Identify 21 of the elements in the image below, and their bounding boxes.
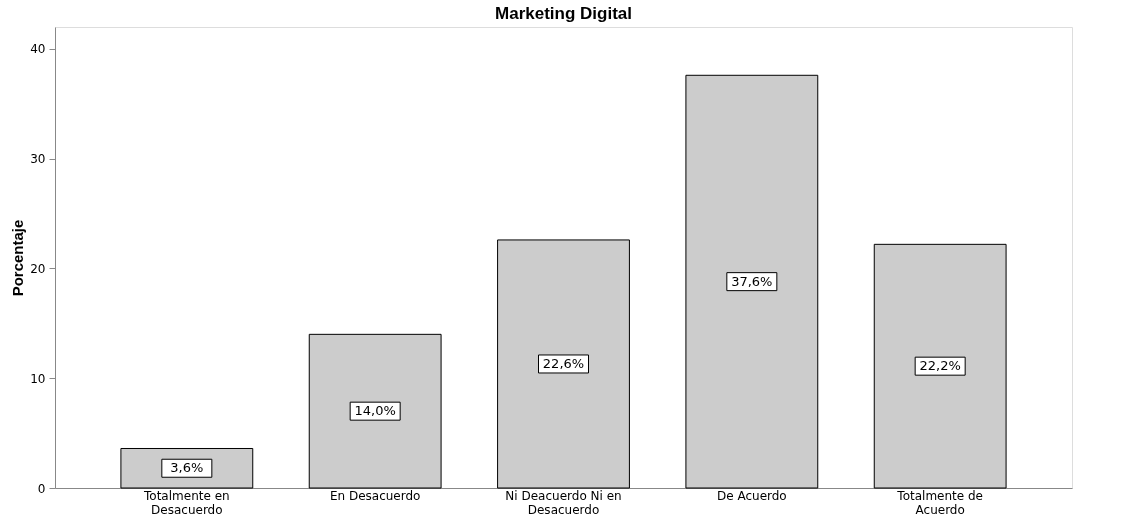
x-tick-label: Totalmente en Desacuerdo: [143, 488, 230, 517]
x-tick-label: De Acuerdo: [716, 488, 787, 503]
bar: [685, 74, 819, 489]
y-tick-label: 10: [30, 371, 46, 386]
data-label: 22,6%: [542, 355, 585, 371]
bar: [873, 243, 1007, 489]
data-label: 37,6%: [731, 273, 773, 289]
data-label: 3,6%: [170, 460, 204, 476]
x-tick-label: Totalmente de Acuerdo: [896, 488, 983, 517]
bar: [308, 333, 442, 489]
y-tick-label: 0: [37, 481, 46, 496]
x-tick-label: Ni Deacuerdo Ni en Desacuerdo: [505, 488, 622, 517]
y-tick-label: 20: [30, 261, 46, 276]
x-tick-label: En Desacuerdo: [329, 488, 421, 503]
y-tick-label: 30: [30, 152, 46, 167]
bar: [497, 239, 630, 489]
data-label: 22,2%: [919, 358, 961, 374]
y-tick-label: 40: [30, 42, 46, 57]
y-axis-title: Porcentaje: [9, 219, 27, 297]
chart-title: Marketing Digital: [495, 4, 632, 23]
data-label: 14,0%: [354, 403, 396, 419]
